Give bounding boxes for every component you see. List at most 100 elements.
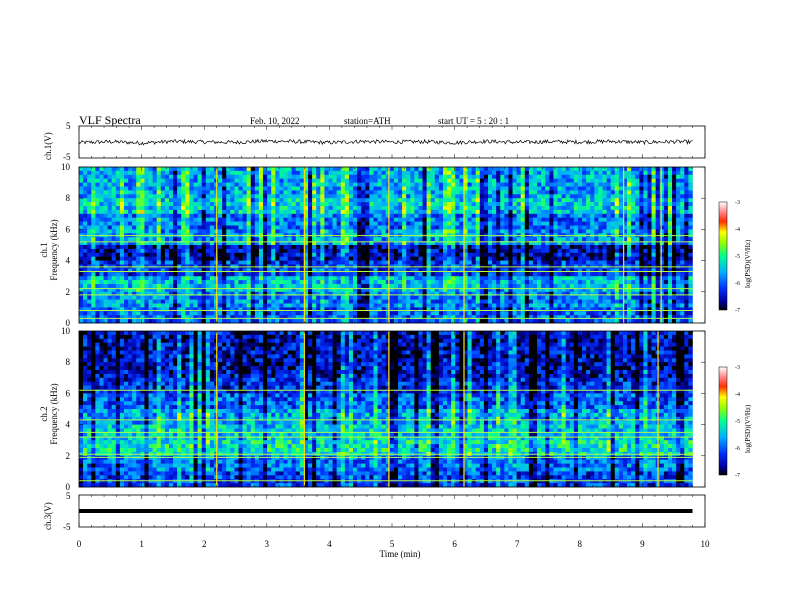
spectrogram-cell bbox=[87, 174, 92, 179]
spectrogram-cell bbox=[520, 206, 526, 211]
spectrogram-cell bbox=[144, 174, 149, 179]
spectrogram-cell bbox=[152, 178, 158, 183]
spectrogram-cell bbox=[512, 307, 517, 312]
spectrogram-cell bbox=[402, 170, 407, 176]
spectrogram-cell bbox=[291, 315, 297, 320]
spectrogram-cell bbox=[410, 299, 415, 304]
spectrogram-cell bbox=[504, 268, 509, 273]
spectrogram-cell bbox=[279, 186, 284, 191]
spectrogram-cell bbox=[336, 319, 342, 324]
spectrogram-cell bbox=[365, 202, 370, 207]
spectrogram-cell bbox=[267, 256, 272, 261]
spectrogram-cell bbox=[267, 291, 272, 296]
spectrogram-cell bbox=[103, 280, 108, 285]
spectrogram-cell bbox=[250, 167, 256, 172]
spectrogram-cell bbox=[209, 256, 215, 261]
spectrogram-cell bbox=[115, 202, 121, 207]
spectrogram-cell bbox=[508, 225, 513, 230]
spectrogram-cell bbox=[168, 225, 174, 230]
spectrogram-cell bbox=[271, 260, 276, 265]
spectrogram-cell bbox=[173, 287, 178, 293]
spectrogram-cell bbox=[393, 299, 399, 304]
spectrogram-cell bbox=[111, 256, 117, 261]
spectrogram-cell bbox=[512, 299, 517, 304]
spectrogram-cell bbox=[250, 178, 256, 183]
spectrogram-cell bbox=[402, 291, 407, 296]
spectrogram-cell bbox=[565, 248, 571, 254]
spectrogram-cell bbox=[332, 241, 337, 246]
spectrogram-cell bbox=[320, 174, 325, 179]
spectrogram-cell bbox=[463, 170, 468, 176]
spectrogram-cell bbox=[128, 225, 133, 230]
spectrogram-cell bbox=[438, 190, 444, 195]
spectrogram-cell bbox=[87, 206, 92, 211]
spectrogram-cell bbox=[320, 287, 325, 293]
spectrogram-cell bbox=[492, 248, 497, 254]
spectrogram-cell bbox=[324, 315, 329, 320]
spectrogram-cell bbox=[222, 260, 227, 265]
spectrogram-cell bbox=[83, 272, 88, 277]
spectrogram-cell bbox=[516, 186, 522, 191]
spectrogram-cell bbox=[267, 299, 272, 304]
spectrogram-cell bbox=[471, 241, 477, 246]
spectrogram-cell bbox=[324, 237, 329, 242]
spectrogram-cell bbox=[275, 248, 280, 254]
spectrogram-cell bbox=[160, 194, 166, 199]
spectrogram-cell bbox=[250, 276, 256, 281]
spectrogram-cell bbox=[209, 268, 215, 273]
spectrogram-cell bbox=[173, 209, 178, 215]
spectrogram-cell bbox=[373, 315, 378, 320]
spectrogram-cell bbox=[218, 284, 223, 289]
spectrogram-cell bbox=[83, 307, 88, 312]
spectrogram-cell bbox=[336, 221, 342, 226]
spectrogram-cell bbox=[418, 178, 423, 183]
spectrogram-cell bbox=[246, 186, 252, 191]
spectrogram-cell bbox=[348, 170, 354, 176]
spectrogram-cell bbox=[463, 194, 468, 199]
spectrogram-cell bbox=[324, 190, 329, 195]
spectrogram-cell bbox=[422, 303, 427, 308]
spectrogram-cell bbox=[148, 291, 153, 296]
spectrogram-cell bbox=[295, 237, 301, 242]
spectrogram-cell bbox=[140, 272, 145, 277]
spectrogram-cell bbox=[385, 252, 391, 257]
spectrogram-cell bbox=[549, 241, 554, 246]
spectrogram-cell bbox=[111, 167, 117, 172]
spectrogram-cell bbox=[369, 268, 374, 273]
spectrogram-cell bbox=[164, 268, 170, 273]
spectrogram-cell bbox=[197, 303, 202, 308]
spectrogram-cell bbox=[132, 237, 137, 242]
spectrogram-cell bbox=[156, 206, 162, 211]
spectrogram-cell bbox=[402, 174, 407, 179]
spectrogram-cell bbox=[79, 170, 84, 176]
spectrogram-cell bbox=[500, 307, 505, 312]
spectrogram-cell bbox=[263, 311, 268, 316]
spectrogram-cell bbox=[295, 174, 301, 179]
spectrogram-cell bbox=[430, 217, 436, 222]
spectrogram-cell bbox=[557, 311, 562, 316]
spectrogram-cell bbox=[324, 311, 329, 316]
spectrogram-cell bbox=[181, 287, 186, 293]
spectrogram-cell bbox=[434, 186, 440, 191]
spectrogram-cell bbox=[185, 237, 190, 242]
spectrogram-cell bbox=[549, 245, 554, 250]
spectrogram-cell bbox=[463, 276, 468, 281]
spectrogram-cell bbox=[479, 241, 485, 246]
spectrogram-cell bbox=[83, 291, 88, 296]
spectrogram-cell bbox=[541, 170, 546, 176]
spectrogram-cell bbox=[258, 303, 264, 308]
spectrogram-cell bbox=[218, 260, 223, 265]
spectrogram-cell bbox=[557, 268, 562, 273]
spectrogram-cell bbox=[144, 256, 149, 261]
spectrogram-cell bbox=[177, 182, 182, 187]
spectrogram-cell bbox=[414, 319, 419, 324]
spectrogram-cell bbox=[410, 178, 415, 183]
spectrogram-cell bbox=[340, 206, 346, 211]
spectrogram-cell bbox=[516, 182, 522, 187]
spectrogram-cell bbox=[87, 248, 92, 254]
spectrogram-cell bbox=[303, 237, 309, 242]
spectrogram-cell bbox=[377, 307, 382, 312]
spectrogram-cell bbox=[483, 295, 489, 300]
spectrogram-cell bbox=[430, 260, 436, 265]
spectrogram-cell bbox=[193, 221, 198, 226]
